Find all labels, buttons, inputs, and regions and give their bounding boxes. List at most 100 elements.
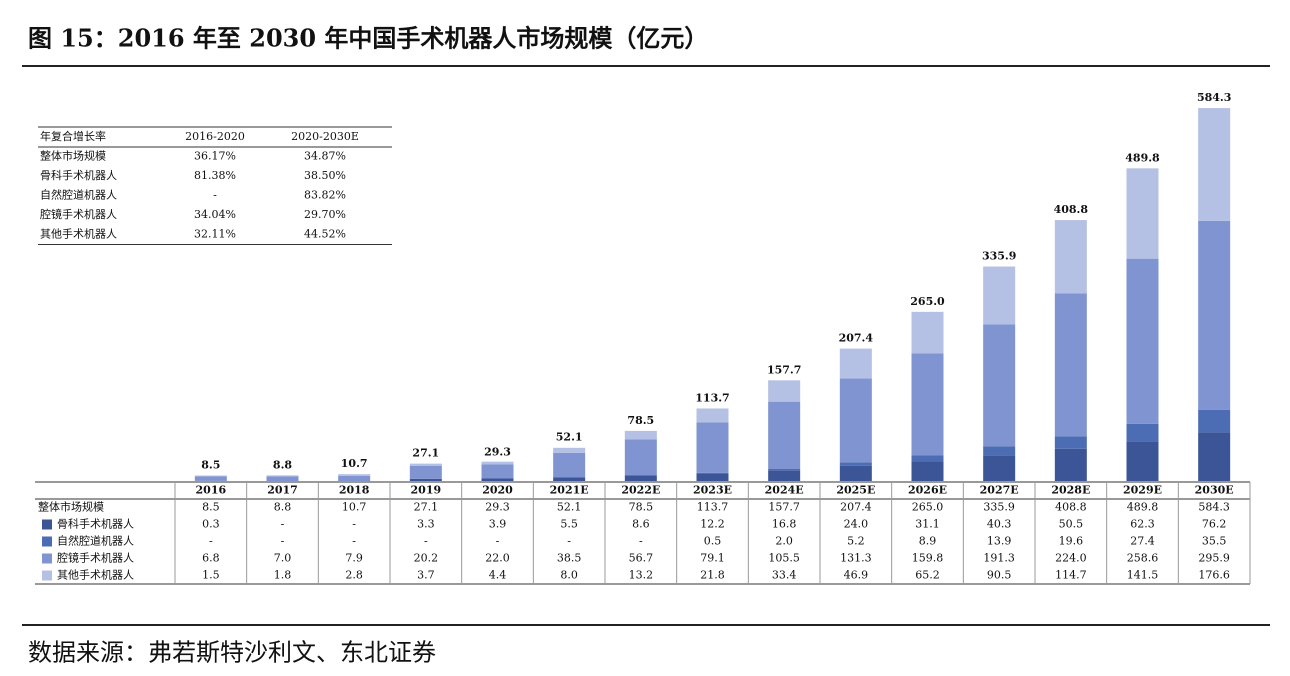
table-cell: 7.0 — [274, 552, 292, 565]
bar-segment — [983, 324, 1016, 447]
inset-cell: 整体市场规模 — [40, 149, 106, 163]
table-cell: - — [424, 535, 428, 548]
total-label: 8.5 — [201, 459, 220, 472]
bar-segment — [983, 446, 1016, 456]
table-cell: 38.5 — [557, 552, 582, 565]
legend-swatch — [42, 536, 52, 547]
table-cell: 207.4 — [840, 501, 872, 514]
legend-label: 骨科手术机器人 — [57, 517, 134, 531]
table-cell: - — [209, 535, 213, 548]
bar-segment — [768, 380, 801, 402]
legend-label: 腔镜手术机器人 — [57, 551, 134, 565]
table-cell: 3.7 — [417, 569, 435, 582]
x-tick-label: 2019 — [411, 484, 442, 497]
table-cell: 21.8 — [700, 569, 725, 582]
bar-segment — [338, 474, 371, 476]
total-label: 408.8 — [1054, 203, 1089, 216]
inset-header: 2016-2020 — [185, 130, 245, 143]
total-label: 8.8 — [273, 458, 292, 471]
table-cell: 8.6 — [632, 518, 650, 531]
table-cell: - — [352, 518, 356, 531]
bar-segment — [983, 266, 1016, 325]
table-cell: 13.9 — [987, 535, 1012, 548]
table-cell: 176.6 — [1198, 569, 1230, 582]
x-tick-label: 2023E — [693, 484, 732, 497]
bar-segment — [839, 465, 872, 481]
inset-cell: 34.87% — [304, 150, 346, 163]
x-tick-label: 2018 — [339, 484, 370, 497]
table-cell: 2.8 — [345, 569, 363, 582]
total-label: 335.9 — [982, 250, 1016, 263]
bar-segment — [553, 477, 586, 481]
bar-segment — [338, 475, 371, 481]
bar-segment — [553, 452, 586, 478]
table-cell: 0.5 — [704, 535, 722, 548]
table-cell: 52.1 — [557, 501, 582, 514]
bar-segment — [911, 461, 944, 481]
total-label: 52.1 — [556, 431, 583, 444]
table-cell: 3.9 — [489, 518, 507, 531]
table-cell: 8.9 — [919, 535, 937, 548]
bar-segment — [696, 422, 729, 473]
table-cell: 114.7 — [1055, 569, 1087, 582]
inset-cell: 34.04% — [194, 208, 236, 221]
legend-swatch — [42, 570, 52, 581]
legend-swatch — [42, 553, 52, 564]
table-cell: 16.8 — [772, 518, 797, 531]
bar-segment — [409, 465, 442, 479]
inset-cell: 骨科手术机器人 — [40, 168, 117, 182]
table-cell: 12.2 — [700, 518, 725, 531]
table-cell: 1.8 — [274, 569, 292, 582]
table-cell: 7.9 — [345, 552, 363, 565]
bar-segment — [624, 439, 657, 476]
table-cell: 5.5 — [560, 518, 578, 531]
bar-segment — [1054, 293, 1087, 437]
bar-segment — [1126, 441, 1159, 481]
bar-segment — [696, 408, 729, 423]
bar-segment — [839, 348, 872, 379]
x-tick-label: 2022E — [621, 484, 660, 497]
total-label: 207.4 — [839, 332, 874, 345]
x-tick-label: 2020 — [482, 484, 513, 497]
total-label: 584.3 — [1197, 91, 1231, 104]
bar-segment — [266, 475, 299, 477]
total-label: 27.1 — [412, 447, 439, 460]
table-cell: 46.9 — [844, 569, 869, 582]
table-cell: 224.0 — [1055, 552, 1087, 565]
inset-cell: 29.70% — [304, 208, 346, 221]
table-cell: 40.3 — [987, 518, 1012, 531]
x-tick-label: 2028E — [1051, 484, 1090, 497]
inset-cell: 38.50% — [304, 169, 346, 182]
bar-segment — [839, 462, 872, 466]
table-cell: 78.5 — [629, 501, 654, 514]
table-cell: - — [352, 535, 356, 548]
table-cell: 22.0 — [485, 552, 510, 565]
bar-segment — [839, 378, 872, 463]
table-cell: 20.2 — [414, 552, 439, 565]
bar-segment — [768, 468, 801, 471]
table-cell: 2.0 — [775, 535, 793, 548]
bar-segment — [1054, 448, 1087, 481]
x-tick-label: 2030E — [1195, 484, 1234, 497]
table-row-label: 整体市场规模 — [38, 500, 104, 514]
table-cell: 105.5 — [768, 552, 800, 565]
table-cell: - — [567, 535, 571, 548]
total-label: 10.7 — [341, 457, 368, 470]
bar-segment — [1054, 220, 1087, 294]
inset-header: 年复合增长率 — [40, 129, 106, 143]
table-cell: 8.0 — [560, 569, 578, 582]
bar-segment — [1126, 168, 1159, 259]
inset-cell: 36.17% — [194, 150, 236, 163]
table-cell: 65.2 — [915, 569, 940, 582]
table-cell: 335.9 — [983, 501, 1015, 514]
table-cell: 90.5 — [987, 569, 1012, 582]
inset-cell: - — [213, 189, 217, 202]
legend-swatch — [42, 519, 52, 530]
x-tick-label: 2026E — [908, 484, 947, 497]
bar-segment — [768, 401, 801, 469]
table-cell: 50.5 — [1059, 518, 1084, 531]
total-label: 78.5 — [627, 414, 654, 427]
x-tick-label: 2024E — [765, 484, 804, 497]
table-cell: 1.5 — [202, 569, 220, 582]
